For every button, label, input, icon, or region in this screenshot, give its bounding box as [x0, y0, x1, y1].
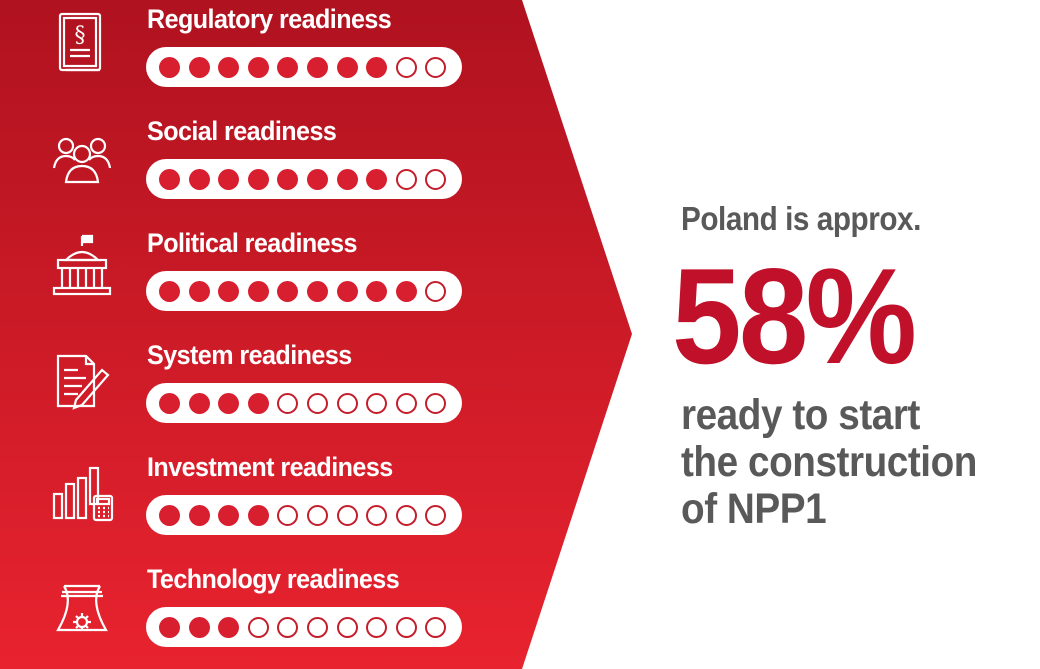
dot-empty	[395, 56, 417, 78]
dot-filled	[159, 168, 180, 190]
dot-filled	[159, 56, 180, 78]
dot-empty	[277, 392, 299, 414]
dot-empty	[306, 392, 328, 414]
dot-filled	[366, 168, 388, 190]
dot-filled	[218, 280, 240, 302]
dot-empty	[425, 56, 447, 78]
dot-filled	[247, 280, 269, 302]
summary-line-2: the construction	[681, 438, 977, 486]
row-label: Regulatory readiness	[147, 4, 392, 34]
readiness-row-political: Political readiness	[0, 224, 520, 324]
dot-filled	[188, 56, 210, 78]
readiness-meter	[146, 47, 462, 87]
bar-chart-calculator-icon	[46, 454, 118, 526]
dot-filled	[188, 504, 210, 526]
dot-empty	[425, 616, 447, 638]
dot-empty	[247, 616, 269, 638]
dot-filled	[247, 504, 269, 526]
dot-filled	[188, 280, 210, 302]
dot-filled	[306, 56, 328, 78]
dot-empty	[395, 504, 417, 526]
dot-filled	[247, 392, 269, 414]
dot-filled	[336, 168, 358, 190]
readiness-row-regulatory: § Regulatory readiness	[0, 0, 520, 100]
dot-filled	[218, 616, 240, 638]
readiness-meter	[146, 383, 462, 423]
dot-empty	[395, 168, 417, 190]
legal-document-icon: §	[46, 6, 118, 78]
dot-empty	[425, 168, 447, 190]
dot-empty	[425, 504, 447, 526]
dot-empty	[366, 616, 388, 638]
dot-filled	[188, 392, 210, 414]
dot-filled	[277, 56, 299, 78]
dot-empty	[366, 504, 388, 526]
dot-filled	[306, 168, 328, 190]
dot-empty	[395, 616, 417, 638]
dot-filled	[159, 616, 180, 638]
dot-filled	[218, 56, 240, 78]
dot-empty	[425, 280, 447, 302]
dot-filled	[218, 392, 240, 414]
dot-empty	[336, 616, 358, 638]
summary-percent: 58%	[672, 240, 917, 392]
summary-description: ready to start the construction of NPP1	[681, 392, 977, 533]
row-label: System readiness	[147, 340, 352, 370]
readiness-meter	[146, 271, 462, 311]
dot-filled	[188, 616, 210, 638]
people-group-icon	[46, 118, 118, 190]
row-label: Investment readiness	[147, 452, 393, 482]
dot-empty	[306, 504, 328, 526]
summary-line-1: ready to start	[681, 391, 920, 439]
dot-filled	[247, 168, 269, 190]
dot-empty	[277, 616, 299, 638]
dot-filled	[247, 56, 269, 78]
dot-empty	[366, 392, 388, 414]
dot-filled	[366, 56, 388, 78]
readiness-row-technology: Technology readiness	[0, 560, 520, 660]
dot-empty	[277, 504, 299, 526]
readiness-row-investment: Investment readiness	[0, 448, 520, 548]
readiness-meter	[146, 159, 462, 199]
dot-filled	[336, 56, 358, 78]
dot-filled	[159, 392, 180, 414]
dot-empty	[395, 392, 417, 414]
dot-filled	[336, 280, 358, 302]
dot-empty	[425, 392, 447, 414]
dot-filled	[366, 280, 388, 302]
dot-empty	[306, 616, 328, 638]
summary-intro: Poland is approx.	[681, 200, 921, 237]
dot-filled	[306, 280, 328, 302]
readiness-row-social: Social readiness	[0, 112, 520, 212]
readiness-meter	[146, 607, 462, 647]
dot-filled	[277, 280, 299, 302]
readiness-row-system: System readiness	[0, 336, 520, 436]
dot-filled	[277, 168, 299, 190]
dot-empty	[336, 504, 358, 526]
dot-filled	[218, 504, 240, 526]
svg-text:§: §	[75, 23, 86, 48]
summary-line-3: of NPP1	[681, 485, 827, 533]
row-label: Political readiness	[147, 228, 357, 258]
document-pen-icon	[46, 342, 118, 414]
cooling-tower-icon	[46, 566, 118, 638]
dot-empty	[336, 392, 358, 414]
dot-filled	[395, 280, 417, 302]
row-label: Social readiness	[147, 116, 337, 146]
dot-filled	[218, 168, 240, 190]
row-label: Technology readiness	[147, 564, 400, 594]
dot-filled	[159, 280, 180, 302]
dot-filled	[159, 504, 180, 526]
government-building-icon	[46, 230, 118, 302]
dot-filled	[188, 168, 210, 190]
readiness-meter	[146, 495, 462, 535]
